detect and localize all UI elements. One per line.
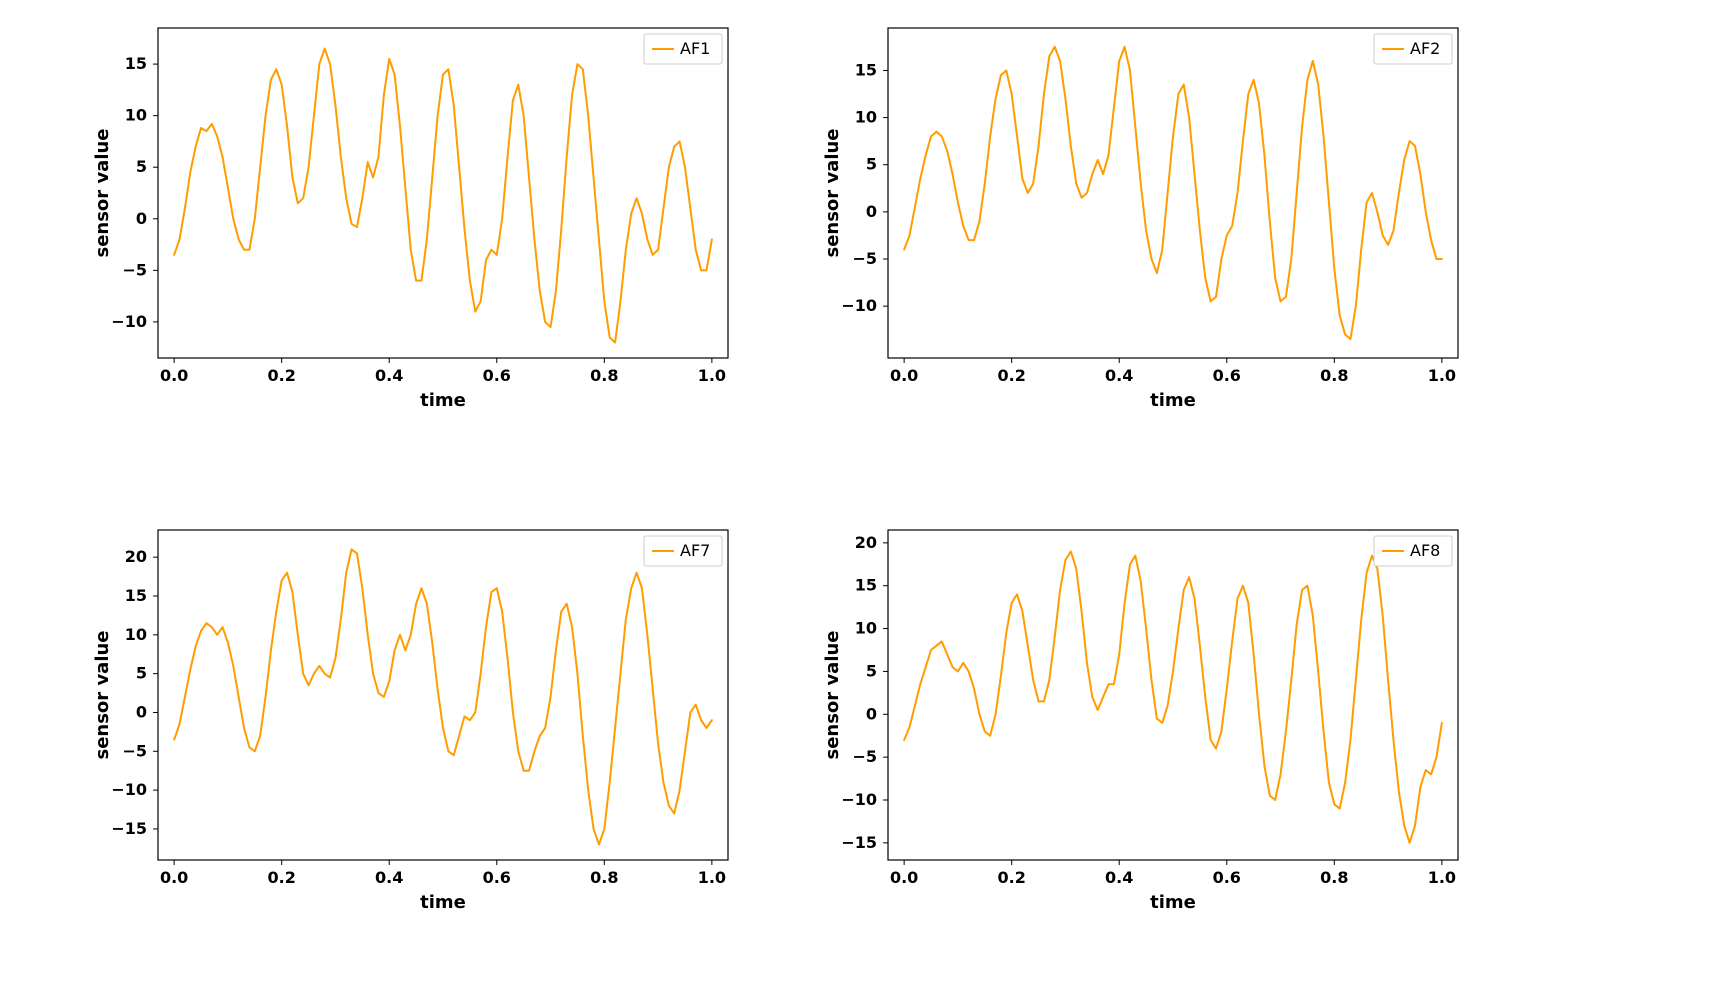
ytick-label: −15	[111, 819, 147, 838]
ytick-label: 0	[866, 704, 877, 723]
data-line	[904, 47, 1442, 339]
ytick-label: 10	[855, 108, 877, 127]
xtick-label: 0.4	[1105, 366, 1133, 385]
xtick-label: 0.0	[890, 366, 918, 385]
data-line	[174, 549, 712, 844]
ytick-label: −10	[111, 780, 147, 799]
ytick-label: 15	[855, 60, 877, 79]
legend-label: AF2	[1410, 39, 1440, 58]
ytick-label: −5	[852, 249, 877, 268]
xtick-label: 0.8	[590, 868, 618, 887]
ytick-label: −5	[122, 741, 147, 760]
xtick-label: 0.0	[890, 868, 918, 887]
xtick-label: 0.4	[375, 366, 403, 385]
xtick-label: 0.2	[268, 366, 296, 385]
xtick-label: 0.8	[590, 366, 618, 385]
ytick-label: 15	[855, 576, 877, 595]
ytick-label: 0	[866, 202, 877, 221]
ytick-label: 5	[136, 157, 147, 176]
xtick-label: 1.0	[698, 868, 726, 887]
ytick-label: −5	[852, 747, 877, 766]
y-axis-label: sensor value	[92, 630, 113, 759]
ytick-label: 10	[855, 619, 877, 638]
ytick-label: −10	[841, 296, 877, 315]
ytick-label: −5	[122, 260, 147, 279]
chart-panel-af1: 0.0 0.2 0.4 0.6 0.8 1.0 −10 −5 0 5 10 15 time sensor …	[90, 18, 740, 418]
xtick-label: 0.0	[160, 868, 188, 887]
legend-label: AF8	[1410, 541, 1440, 560]
legend-label: AF7	[680, 541, 710, 560]
y-axis-label: sensor value	[822, 630, 843, 759]
ytick-label: 10	[125, 106, 147, 125]
data-line	[904, 551, 1442, 842]
x-axis-label: time	[420, 390, 466, 411]
ytick-label: 20	[855, 533, 877, 552]
xtick-label: 0.6	[1213, 366, 1241, 385]
chart-panel-af2: 0.0 0.2 0.4 0.6 0.8 1.0 −10 −5 0 5 10 15 time sensor …	[820, 18, 1470, 418]
xtick-label: 0.8	[1320, 366, 1348, 385]
xtick-label: 1.0	[698, 366, 726, 385]
ytick-label: 15	[125, 54, 147, 73]
ytick-label: 5	[866, 661, 877, 680]
y-axis-label: sensor value	[822, 128, 843, 257]
ytick-label: −15	[841, 833, 877, 852]
ytick-label: 0	[136, 702, 147, 721]
x-axis-label: time	[1150, 892, 1196, 913]
axes-border	[888, 530, 1458, 860]
xtick-label: 0.6	[1213, 868, 1241, 887]
y-axis-label: sensor value	[92, 128, 113, 257]
xtick-label: 0.6	[483, 366, 511, 385]
xtick-label: 0.2	[998, 868, 1026, 887]
ytick-label: 5	[866, 155, 877, 174]
xtick-label: 0.2	[998, 366, 1026, 385]
x-axis-label: time	[420, 892, 466, 913]
xtick-label: 0.6	[483, 868, 511, 887]
ytick-label: 0	[136, 209, 147, 228]
ytick-label: 10	[125, 625, 147, 644]
xtick-label: 0.8	[1320, 868, 1348, 887]
ytick-label: 20	[125, 547, 147, 566]
ytick-label: −10	[111, 312, 147, 331]
data-line	[174, 49, 712, 343]
ytick-label: 5	[136, 664, 147, 683]
xtick-label: 1.0	[1428, 868, 1456, 887]
figure-container: 0.0 0.2 0.4 0.6 0.8 1.0 −10 −5 0 5 10 15 time sensor …	[0, 0, 1712, 991]
ytick-label: −10	[841, 790, 877, 809]
xtick-label: 0.0	[160, 366, 188, 385]
xtick-label: 1.0	[1428, 366, 1456, 385]
ytick-label: 15	[125, 586, 147, 605]
chart-panel-af7: 0.0 0.2 0.4 0.6 0.8 1.0 −15 −10 −5 0 5 10 15 20 time se…	[90, 520, 740, 920]
legend-label: AF1	[680, 39, 710, 58]
xtick-label: 0.4	[375, 868, 403, 887]
chart-panel-af8: 0.0 0.2 0.4 0.6 0.8 1.0 −15 −10 −5 0 5 10 15 20 time se…	[820, 520, 1470, 920]
x-axis-label: time	[1150, 390, 1196, 411]
xtick-label: 0.4	[1105, 868, 1133, 887]
xtick-label: 0.2	[268, 868, 296, 887]
axes-border	[158, 530, 728, 860]
